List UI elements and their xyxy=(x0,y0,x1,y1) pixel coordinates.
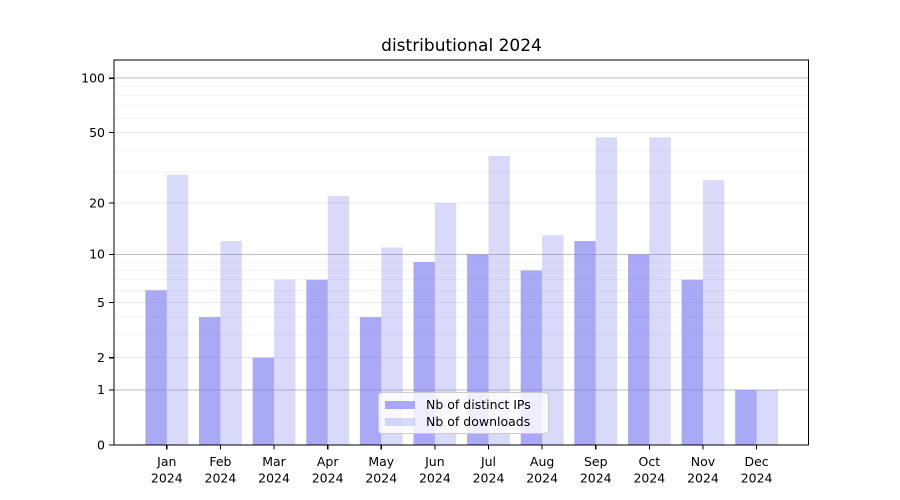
x-tick-label-year-may-2024: 2024 xyxy=(365,471,397,486)
x-tick-label-year-oct-2024: 2024 xyxy=(633,471,665,486)
bar-nb-of-downloads-jun-2024 xyxy=(434,203,457,445)
bar-nb-of-distinct-ips-dec-2024 xyxy=(735,389,757,445)
bar-nb-of-downloads-dec-2024 xyxy=(756,389,778,445)
y-tick-label-100: 100 xyxy=(81,71,105,86)
x-tick-label-month-may-2024: May xyxy=(368,454,394,469)
legend-item-downloads: Nb of downloads xyxy=(385,414,540,429)
y-tick-label-20: 20 xyxy=(89,195,105,210)
x-tick-label-month-nov-2024: Nov xyxy=(691,454,716,469)
x-tick-label-month-dec-2024: Dec xyxy=(744,454,768,469)
x-tick-label-month-jan-2024: Jan xyxy=(156,454,176,469)
x-tick-label-month-mar-2024: Mar xyxy=(262,454,286,469)
x-tick-label-month-feb-2024: Feb xyxy=(209,454,231,469)
x-tick-label-month-oct-2024: Oct xyxy=(639,454,661,469)
bar-nb-of-distinct-ips-sep-2024 xyxy=(574,241,596,445)
x-tick-label-month-apr-2024: Apr xyxy=(317,454,339,469)
bar-nb-of-downloads-mar-2024 xyxy=(274,279,296,445)
bar-nb-of-distinct-ips-oct-2024 xyxy=(628,254,650,445)
legend-swatch-downloads xyxy=(385,417,415,426)
x-tick-label-year-jun-2024: 2024 xyxy=(419,471,451,486)
bar-nb-of-distinct-ips-jan-2024 xyxy=(145,290,167,445)
chart-legend: Nb of distinct IPs Nb of downloads xyxy=(378,392,549,434)
x-tick-label-year-nov-2024: 2024 xyxy=(687,471,719,486)
chart-title: distributional 2024 xyxy=(381,36,542,56)
legend-label-downloads: Nb of downloads xyxy=(426,414,531,429)
axis-frame xyxy=(113,59,810,446)
bar-nb-of-distinct-ips-may-2024 xyxy=(359,317,382,445)
bar-nb-of-downloads-sep-2024 xyxy=(595,137,618,446)
x-tick-label-year-jan-2024: 2024 xyxy=(151,471,183,486)
x-tick-label-year-aug-2024: 2024 xyxy=(526,471,558,486)
y-tick-label-2: 2 xyxy=(97,350,105,365)
bar-nb-of-downloads-feb-2024 xyxy=(220,241,242,445)
x-tick-label-year-dec-2024: 2024 xyxy=(741,471,773,486)
bar-nb-of-downloads-apr-2024 xyxy=(327,195,350,445)
y-tick-label-1: 1 xyxy=(97,382,105,397)
bar-nb-of-downloads-oct-2024 xyxy=(649,137,671,446)
x-tick-label-month-jul-2024: Jul xyxy=(480,454,496,469)
x-tick-label-year-feb-2024: 2024 xyxy=(205,471,237,486)
bar-nb-of-distinct-ips-nov-2024 xyxy=(681,279,703,445)
x-tick-label-year-sep-2024: 2024 xyxy=(580,471,612,486)
x-tick-label-year-mar-2024: 2024 xyxy=(258,471,290,486)
bar-nb-of-downloads-jul-2024 xyxy=(488,155,510,445)
bar-nb-of-distinct-ips-feb-2024 xyxy=(199,317,221,445)
y-tick-label-0: 0 xyxy=(97,437,105,452)
bar-nb-of-downloads-nov-2024 xyxy=(703,180,725,445)
y-tick-label-50: 50 xyxy=(89,125,105,140)
x-tick-label-year-jul-2024: 2024 xyxy=(473,471,505,486)
legend-swatch-distinct-ips xyxy=(385,400,415,409)
bar-nb-of-downloads-jan-2024 xyxy=(166,174,189,445)
y-tick-label-5: 5 xyxy=(97,295,105,310)
bar-nb-of-distinct-ips-mar-2024 xyxy=(252,357,274,445)
legend-label-distinct-ips: Nb of distinct IPs xyxy=(426,397,531,412)
x-tick-label-month-aug-2024: Aug xyxy=(530,454,554,469)
y-tick-label-10: 10 xyxy=(89,247,105,262)
legend-item-distinct-ips: Nb of distinct IPs xyxy=(385,397,540,412)
x-tick-label-year-apr-2024: 2024 xyxy=(312,471,344,486)
x-tick-label-month-sep-2024: Sep xyxy=(584,454,608,469)
x-tick-label-month-jun-2024: Jun xyxy=(424,454,445,469)
bar-nb-of-distinct-ips-apr-2024 xyxy=(306,279,328,445)
